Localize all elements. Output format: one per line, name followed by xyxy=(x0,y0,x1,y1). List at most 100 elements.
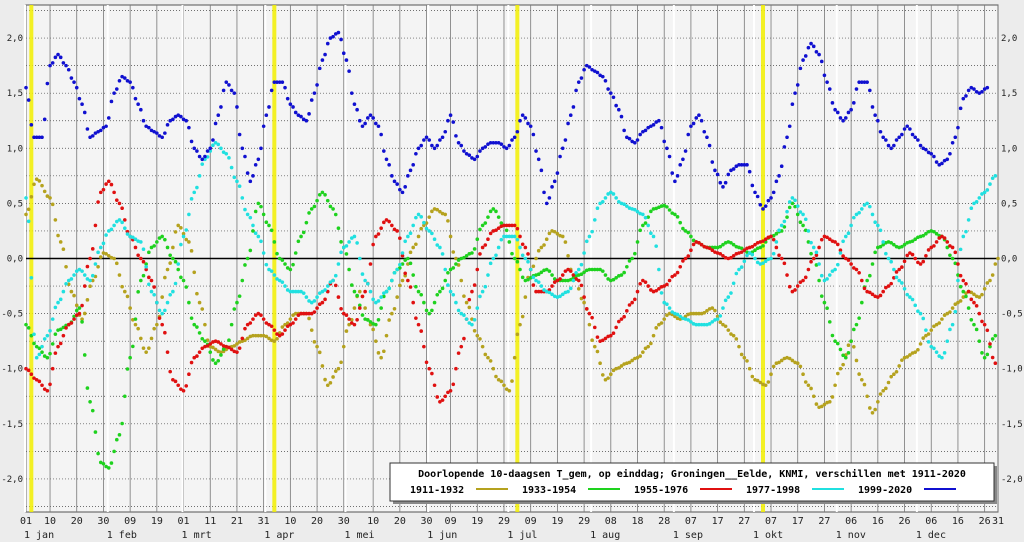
data-point xyxy=(523,245,528,250)
data-point xyxy=(171,256,175,261)
data-point xyxy=(472,157,477,162)
data-point xyxy=(390,278,394,283)
data-point xyxy=(480,146,485,151)
data-point xyxy=(827,320,832,324)
data-point xyxy=(82,311,87,316)
data-point xyxy=(678,163,683,167)
data-point xyxy=(499,237,504,242)
data-point xyxy=(827,87,832,91)
data-point xyxy=(299,311,303,316)
data-point xyxy=(868,290,872,295)
data-point xyxy=(940,355,944,360)
data-point xyxy=(865,278,869,283)
data-point xyxy=(139,336,143,341)
data-point xyxy=(595,335,600,339)
data-point xyxy=(26,98,31,102)
data-point xyxy=(571,278,576,283)
x-month-label: 1 jan xyxy=(24,530,54,541)
data-point xyxy=(403,185,407,189)
data-point xyxy=(301,117,306,122)
data-point xyxy=(112,223,116,228)
data-point xyxy=(456,308,461,313)
data-point xyxy=(755,378,760,383)
data-point xyxy=(357,118,362,123)
data-point xyxy=(144,264,148,269)
data-point xyxy=(547,269,552,273)
data-point xyxy=(662,284,667,288)
data-point xyxy=(974,199,979,204)
x-day-label: 06 xyxy=(925,516,937,527)
data-point xyxy=(534,289,538,294)
data-point xyxy=(750,374,755,379)
data-point xyxy=(881,135,885,140)
data-point xyxy=(638,228,642,233)
data-point xyxy=(905,124,910,129)
data-point xyxy=(953,135,958,140)
data-point xyxy=(817,278,821,283)
legend: Doorlopende 10-daagsen T_gem, op einddag… xyxy=(389,462,997,504)
data-point xyxy=(876,223,880,228)
data-point xyxy=(464,317,469,321)
data-point xyxy=(312,340,317,344)
data-point xyxy=(579,296,584,301)
data-point xyxy=(114,198,119,202)
data-point xyxy=(277,256,282,261)
data-point xyxy=(544,201,549,206)
data-point xyxy=(747,169,752,174)
data-point xyxy=(293,311,298,316)
data-point xyxy=(518,118,522,123)
data-point xyxy=(456,258,461,262)
data-point xyxy=(48,351,52,356)
data-point xyxy=(945,311,950,316)
data-point xyxy=(379,306,383,310)
data-point xyxy=(320,289,325,294)
data-point xyxy=(109,461,114,465)
data-point xyxy=(347,267,351,272)
data-point xyxy=(916,138,920,142)
data-point xyxy=(625,309,629,313)
data-point xyxy=(641,278,645,283)
data-point xyxy=(766,198,771,203)
data-point xyxy=(651,234,656,239)
data-point xyxy=(291,105,295,109)
data-point xyxy=(512,223,517,228)
data-point xyxy=(649,231,653,236)
data-point xyxy=(315,306,319,310)
data-point xyxy=(937,354,942,358)
data-point xyxy=(192,146,197,151)
data-point xyxy=(131,85,135,90)
data-point xyxy=(574,277,578,281)
y-tick-label-left: 2,0 xyxy=(7,34,23,44)
x-day-label: 31 xyxy=(992,516,1004,527)
data-point xyxy=(269,324,274,329)
data-point xyxy=(670,171,675,175)
data-point xyxy=(400,278,405,283)
data-point xyxy=(133,237,138,242)
data-point xyxy=(125,78,130,83)
data-point xyxy=(235,300,239,305)
data-point xyxy=(58,341,63,346)
data-point xyxy=(88,278,92,283)
data-point xyxy=(387,163,391,167)
data-point xyxy=(269,228,274,233)
data-point xyxy=(347,317,351,321)
x-day-label: 29 xyxy=(498,516,510,527)
data-point xyxy=(913,303,918,308)
data-point xyxy=(90,408,95,413)
data-point xyxy=(718,244,723,249)
data-point xyxy=(958,284,963,289)
y-tick-label-left: 0,5 xyxy=(7,199,23,209)
data-point xyxy=(435,292,440,297)
data-point xyxy=(136,102,140,106)
data-point xyxy=(819,59,824,64)
data-point xyxy=(398,187,402,192)
data-point xyxy=(590,315,594,320)
data-point xyxy=(366,116,370,120)
data-point xyxy=(336,30,341,35)
data-point xyxy=(251,174,255,178)
data-point xyxy=(219,342,223,346)
data-point xyxy=(889,259,893,264)
data-point xyxy=(777,253,781,258)
data-point xyxy=(251,229,255,233)
data-point xyxy=(868,88,872,93)
